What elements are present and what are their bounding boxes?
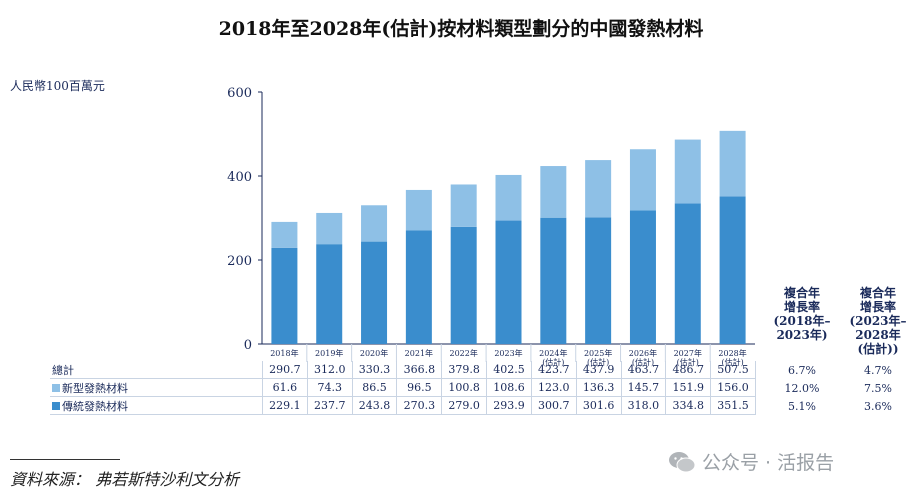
source-note: 資料來源： 弗若斯特沙利文分析 [10, 470, 240, 489]
table-cell: 100.8 [441, 378, 488, 397]
x-category-label: 2023年 [494, 348, 522, 358]
x-category-label: 2022年 [450, 348, 478, 358]
bar-traditional [540, 217, 567, 344]
table-cell: 229.1 [262, 396, 308, 415]
table-row: 新型發熱材料 61.6 74.3 86.5 96.5 100.8 108.6 123.0 136… [50, 378, 756, 397]
table-cell: 145.7 [621, 378, 667, 397]
table-row: 傳統發熱材料 229.1 237.7 243.8 270.3 279.0 293.9 300.… [50, 396, 756, 415]
bar-traditional [361, 241, 388, 344]
table-cell: 108.6 [486, 378, 532, 397]
x-category-label: 2024年 [539, 348, 567, 358]
table-cell: 379.8 [441, 361, 488, 379]
legend-swatch [52, 383, 60, 392]
bar-new [405, 189, 432, 231]
data-table: 總計 290.7 312.0 330.3 366.8 379.8 402.5 423.7 437… [50, 361, 756, 415]
table-cell: 156.0 [710, 378, 756, 397]
y-tick-label: 400 [227, 170, 252, 185]
cagr-new-2018-2023: 12.0% [784, 382, 820, 395]
table-cell: 61.6 [262, 378, 308, 397]
cagr-header-2023-2028: 複合年 增長率 (2023年– 2028年 (估計)) [849, 286, 907, 356]
table-cell: 366.8 [396, 361, 443, 379]
x-category-label: 2019年 [315, 348, 343, 358]
bar-traditional [405, 230, 432, 344]
y-axis-unit-label: 人民幣100百萬元 [10, 79, 105, 93]
x-category-label: 2021年 [405, 348, 433, 358]
bar-traditional [271, 247, 298, 344]
bar-traditional [674, 203, 701, 344]
table-cell: 237.7 [307, 396, 353, 415]
table-cell: 136.3 [576, 378, 622, 397]
table-cell: 74.3 [307, 378, 353, 397]
x-category-label: 2018年 [270, 348, 298, 358]
table-row-label: 總計 [50, 361, 263, 379]
cagr-traditional-2018-2023: 5.1% [788, 400, 816, 413]
cagr-traditional-2023-2028: 3.6% [864, 400, 892, 413]
bar-traditional [316, 244, 343, 344]
table-cell: 312.0 [307, 361, 353, 379]
bar-traditional [719, 196, 746, 344]
bar-new [450, 184, 477, 227]
chart-title: 2018年至2028年(估計)按材料類型劃分的中國發熱材料 [218, 18, 704, 40]
wechat-icon [669, 452, 696, 473]
table-cell: 151.9 [665, 378, 712, 397]
table-cell: 301.6 [576, 396, 622, 415]
bar-new [540, 166, 567, 218]
cagr-total-2018-2023: 6.7% [788, 364, 816, 377]
table-row: 總計 290.7 312.0 330.3 366.8 379.8 402.5 423.7 437… [50, 361, 756, 379]
table-cell: 507.5 [710, 361, 756, 379]
table-cell: 437.9 [576, 361, 622, 379]
table-cell: 290.7 [262, 361, 308, 379]
table-cell: 330.3 [352, 361, 398, 379]
legend-swatch [52, 401, 60, 410]
table-cell: 402.5 [486, 361, 532, 379]
x-category-label: 2025年 [584, 348, 612, 358]
table-row-label: 傳統發熱材料 [50, 396, 263, 415]
table-cell: 270.3 [396, 396, 443, 415]
source-divider [10, 459, 120, 460]
table-cell: 123.0 [531, 378, 577, 397]
watermark: 公众号 · 活报告 [668, 448, 834, 475]
legend-label: 傳統發熱材料 [62, 399, 128, 413]
bar-new [495, 174, 522, 221]
table-cell: 334.8 [665, 396, 712, 415]
table-cell: 351.5 [710, 396, 756, 415]
table-cell: 300.7 [531, 396, 577, 415]
bar-traditional [450, 226, 477, 344]
y-tick-label: 200 [227, 254, 252, 269]
bar-new [674, 139, 701, 204]
bar-new [271, 221, 298, 248]
bar-new [316, 212, 343, 245]
x-category-label: 2020年 [360, 348, 388, 358]
y-tick-label: 0 [244, 338, 252, 353]
bar-new [719, 130, 746, 197]
y-tick-label: 600 [227, 86, 252, 101]
table-cell: 279.0 [441, 396, 488, 415]
cagr-new-2023-2028: 7.5% [864, 382, 892, 395]
bar-traditional [629, 210, 656, 344]
x-category-label: 2028年 [718, 348, 746, 358]
bar-new [585, 160, 612, 218]
bar-new [361, 205, 388, 242]
cagr-total-2023-2028: 4.7% [864, 364, 892, 377]
bar-new [629, 149, 656, 211]
legend-label: 新型發熱材料 [62, 381, 128, 395]
legend-label: 總計 [52, 363, 74, 377]
table-cell: 463.7 [621, 361, 667, 379]
x-category-label: 2027年 [674, 348, 702, 358]
table-cell: 243.8 [352, 396, 398, 415]
x-category-label: 2026年 [629, 348, 657, 358]
table-cell: 96.5 [396, 378, 443, 397]
cagr-header-2018-2023: 複合年 增長率 (2018年– 2023年) [773, 286, 831, 342]
table-cell: 318.0 [621, 396, 667, 415]
table-cell: 86.5 [352, 378, 398, 397]
table-cell: 293.9 [486, 396, 532, 415]
table-cell: 486.7 [665, 361, 712, 379]
table-row-label: 新型發熱材料 [50, 378, 263, 397]
table-cell: 423.7 [531, 361, 577, 379]
bar-traditional [495, 220, 522, 344]
watermark-text: 公众号 · 活报告 [702, 452, 835, 474]
bar-traditional [585, 217, 612, 344]
